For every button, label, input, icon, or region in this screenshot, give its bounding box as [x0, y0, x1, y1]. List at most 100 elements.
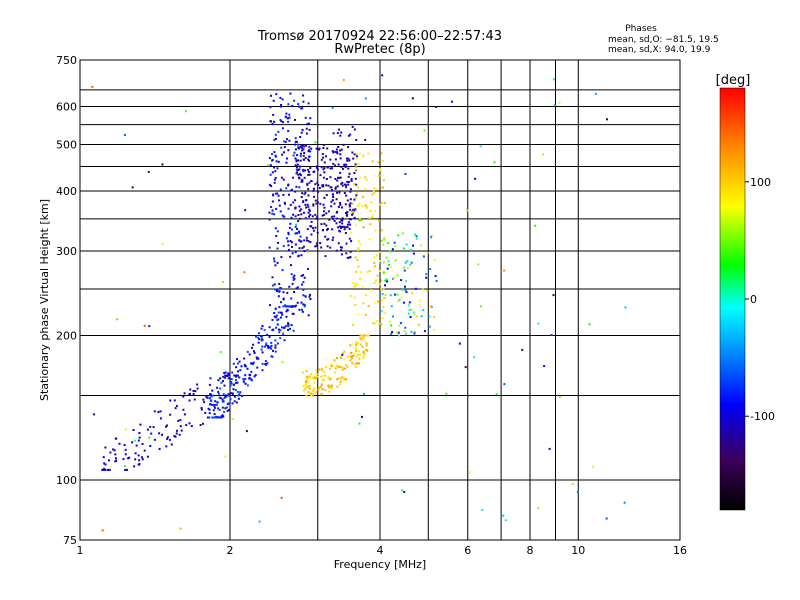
- data-point: [435, 279, 438, 282]
- data-point: [317, 184, 320, 186]
- data-point: [339, 383, 341, 386]
- data-point: [306, 249, 309, 252]
- data-point: [296, 154, 299, 157]
- data-point: [350, 240, 353, 243]
- data-point: [303, 152, 306, 154]
- data-point: [188, 399, 191, 402]
- data-point: [338, 366, 341, 369]
- data-point: [128, 456, 131, 459]
- stats-line-o: mean, sd,O: −81.5, 19.5: [608, 35, 719, 45]
- data-point: [339, 225, 342, 228]
- data-point: [222, 393, 225, 396]
- data-point: [233, 374, 236, 377]
- data-point: [273, 312, 276, 314]
- data-point: [223, 396, 226, 399]
- data-point: [405, 243, 408, 246]
- data-point: [343, 350, 346, 353]
- data-point: [309, 225, 312, 228]
- data-point: [189, 388, 192, 391]
- data-point: [245, 430, 248, 433]
- data-point: [294, 199, 297, 202]
- data-point: [312, 171, 315, 173]
- data-point: [300, 144, 303, 147]
- data-point: [296, 169, 299, 172]
- data-point: [300, 146, 303, 149]
- data-point: [227, 372, 230, 375]
- data-point: [402, 247, 405, 250]
- data-point: [285, 310, 288, 313]
- data-point: [284, 141, 287, 143]
- data-point: [314, 245, 317, 248]
- data-point: [307, 168, 310, 171]
- data-point: [504, 519, 507, 522]
- data-point: [230, 382, 233, 385]
- data-point: [287, 248, 290, 251]
- data-point: [407, 312, 410, 315]
- data-point: [294, 243, 297, 246]
- data-point: [270, 94, 272, 97]
- data-point: [336, 179, 339, 182]
- data-point: [351, 357, 353, 360]
- data-point: [250, 378, 253, 381]
- data-point: [248, 373, 251, 376]
- data-point: [196, 383, 199, 386]
- data-point: [222, 375, 225, 378]
- colorbar-ticks: 100 0 -100: [745, 176, 775, 423]
- data-point: [421, 288, 424, 291]
- data-point: [353, 352, 356, 355]
- data-point: [313, 187, 315, 190]
- data-point: [288, 305, 291, 308]
- data-point: [268, 246, 271, 249]
- data-point: [285, 112, 288, 115]
- data-point: [224, 376, 227, 379]
- data-point: [302, 385, 305, 388]
- data-point: [310, 147, 313, 150]
- data-point: [296, 163, 299, 166]
- x-tick-label: 1: [77, 544, 84, 557]
- data-point: [271, 276, 274, 279]
- data-point: [360, 271, 362, 274]
- data-point: [231, 371, 234, 374]
- data-point: [304, 216, 307, 219]
- data-point: [226, 375, 229, 377]
- data-point: [238, 360, 241, 363]
- data-point: [122, 458, 125, 461]
- data-point: [433, 259, 436, 262]
- data-point: [354, 177, 357, 180]
- data-point: [343, 192, 346, 194]
- data-point: [425, 276, 428, 279]
- data-point: [342, 352, 345, 355]
- data-point: [272, 99, 275, 102]
- data-point: [323, 171, 326, 174]
- data-point: [153, 410, 156, 413]
- data-point: [180, 429, 183, 432]
- data-point: [340, 246, 343, 249]
- data-point: [341, 376, 343, 379]
- data-point: [408, 301, 411, 304]
- data-point: [217, 392, 220, 395]
- data-point: [349, 344, 352, 347]
- data-point: [235, 374, 238, 377]
- data-point: [381, 317, 384, 320]
- data-point: [351, 202, 354, 205]
- data-point: [341, 366, 344, 369]
- data-point: [308, 155, 311, 158]
- data-point: [301, 310, 304, 313]
- data-point: [417, 323, 420, 326]
- data-point: [182, 395, 185, 398]
- data-point: [404, 173, 407, 175]
- data-point: [268, 218, 271, 221]
- data-point: [302, 288, 305, 291]
- data-point: [353, 363, 356, 366]
- data-point: [298, 239, 301, 242]
- data-point: [303, 305, 306, 308]
- data-point: [423, 330, 426, 333]
- data-point: [357, 240, 360, 242]
- data-point: [537, 322, 540, 325]
- data-point: [349, 198, 352, 201]
- data-point: [340, 148, 343, 151]
- data-point: [347, 134, 350, 137]
- data-point: [352, 354, 355, 357]
- data-point: [108, 468, 111, 471]
- data-point: [559, 396, 562, 398]
